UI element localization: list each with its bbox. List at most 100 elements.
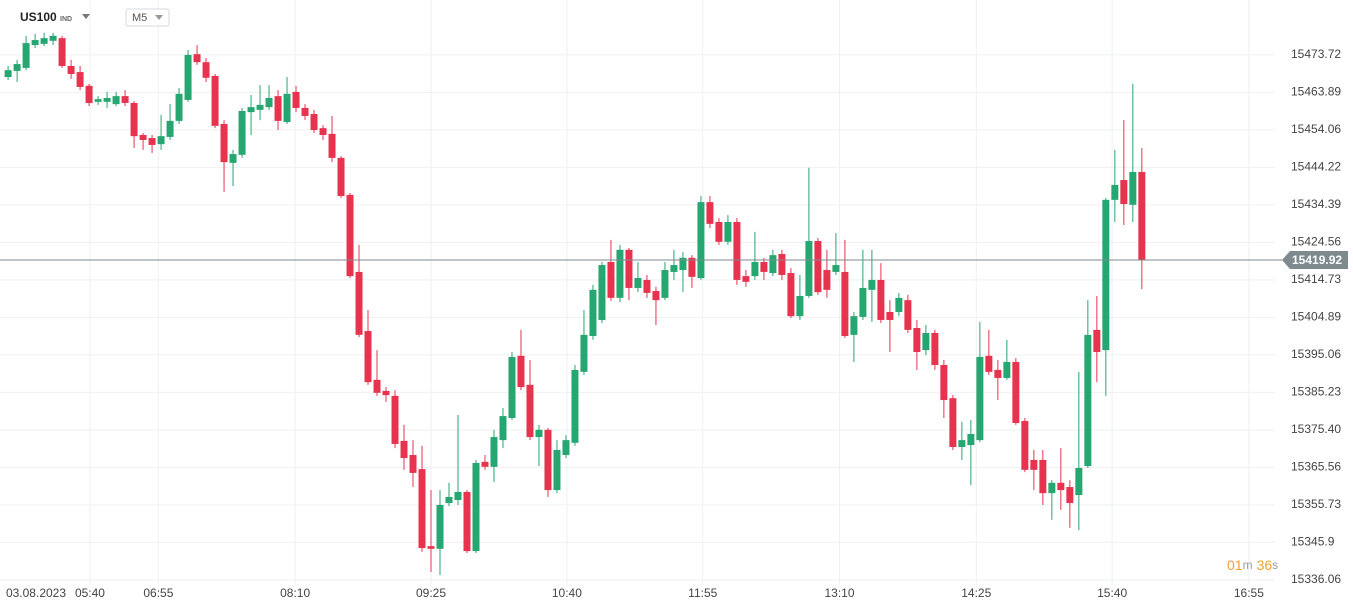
candle-body — [670, 265, 678, 272]
candle-body — [1021, 421, 1029, 470]
candle-body — [607, 262, 615, 298]
candle-body — [283, 93, 291, 123]
candle-body — [175, 93, 183, 121]
candle-body — [850, 316, 858, 335]
y-tick-label: 15414.73 — [1291, 272, 1341, 286]
candle-body — [805, 241, 813, 296]
current-price-tag — [1282, 251, 1348, 270]
symbol-dropdown[interactable] — [82, 14, 90, 19]
candle-body — [1129, 172, 1137, 205]
y-tick-label: 15395.06 — [1291, 347, 1341, 361]
y-tick-label: 15424.56 — [1291, 235, 1341, 249]
y-tick-label: 15355.73 — [1291, 497, 1341, 511]
y-tick-label: 15444.22 — [1291, 160, 1341, 174]
candle-body — [157, 136, 165, 145]
candle-body — [103, 98, 111, 102]
candle-body — [679, 257, 687, 271]
timeframe[interactable]: M5 — [132, 12, 147, 24]
candle-body — [931, 332, 939, 365]
candle-body — [517, 355, 525, 388]
candle-body — [427, 546, 435, 549]
candle-body — [274, 96, 282, 121]
candle-body — [319, 128, 327, 136]
y-tick-label: 15454.06 — [1291, 122, 1341, 136]
candle-body — [436, 504, 444, 549]
candle-body — [976, 356, 984, 441]
candle-body — [238, 110, 246, 155]
timeframe-box[interactable] — [125, 8, 170, 27]
x-tick-label: 14:25 — [961, 586, 991, 600]
candle-body — [346, 194, 354, 277]
plot: 15473.72 15463.89 15454.06 15444.22 15434.39… — [0, 0, 1348, 600]
candle-body — [697, 202, 705, 279]
candle-body — [382, 390, 390, 396]
y-tick-label: 15434.39 — [1291, 197, 1341, 211]
candle-body — [211, 75, 219, 126]
candle-body — [535, 429, 543, 438]
candle-body — [22, 43, 30, 68]
candle-body — [634, 278, 642, 288]
candle-body — [337, 157, 345, 197]
candle-body — [301, 107, 309, 116]
candle-body — [1012, 361, 1020, 423]
y-tick-label: 15345.9 — [1291, 534, 1335, 548]
candle-body — [580, 334, 588, 372]
candle-body — [553, 450, 561, 491]
candle-body — [760, 262, 768, 272]
candle-body — [922, 332, 930, 351]
candle-body — [724, 221, 732, 242]
candle-body — [814, 241, 822, 293]
candle-body — [121, 96, 129, 103]
candle-body — [1111, 184, 1119, 200]
candle-body — [49, 35, 57, 41]
candle-body — [391, 395, 399, 444]
candle-body — [463, 491, 471, 552]
x-tick-label: 06:55 — [143, 586, 173, 600]
x-tick-label: 16:55 — [1234, 586, 1264, 600]
y-tick-label: 15336.06 — [1291, 572, 1341, 586]
candle-body — [1084, 334, 1092, 467]
candle-body — [139, 135, 147, 140]
x-tick-label: 05:40 — [75, 586, 105, 600]
candle-body — [58, 38, 66, 66]
candle-body — [886, 311, 894, 320]
candle-body — [229, 154, 237, 163]
candle-body — [184, 54, 192, 100]
y-tick-label: 15385.23 — [1291, 385, 1341, 399]
candle-body — [661, 270, 669, 298]
candle-body — [247, 107, 255, 113]
candle-body — [508, 356, 516, 418]
candle-body — [823, 270, 831, 290]
y-tick-label: 15463.89 — [1291, 85, 1341, 99]
symbol[interactable]: US100 — [20, 10, 57, 24]
candle-body — [742, 276, 750, 282]
candle-body — [445, 496, 453, 504]
candle-body — [859, 287, 867, 317]
candle-body — [400, 440, 408, 459]
timer-seconds-unit: s — [1272, 558, 1278, 572]
market: IND — [60, 16, 72, 23]
candle-body — [355, 271, 363, 335]
candle-body — [130, 102, 138, 137]
candle-body — [202, 62, 210, 78]
candle-body — [1030, 459, 1038, 470]
candle-body — [616, 249, 624, 298]
candle-body — [4, 70, 12, 78]
candle-body — [310, 114, 318, 131]
y-tick-label: 15404.89 — [1291, 310, 1341, 324]
x-tick-label: 09:25 — [416, 586, 446, 600]
timeframe-dropdown[interactable] — [155, 15, 163, 20]
candle-body — [292, 91, 300, 108]
candle-body — [328, 133, 336, 158]
candle-body — [1102, 199, 1110, 351]
candle-body — [562, 440, 570, 455]
candle-body — [904, 300, 912, 330]
candle-body — [490, 437, 498, 467]
timer: 01m 36s — [1227, 557, 1278, 573]
candle-body — [571, 369, 579, 443]
candle-body — [625, 249, 633, 288]
candle-body — [832, 265, 840, 272]
candle-body — [364, 331, 372, 383]
candle-body — [76, 72, 84, 87]
timer-seconds: 36 — [1257, 557, 1273, 573]
